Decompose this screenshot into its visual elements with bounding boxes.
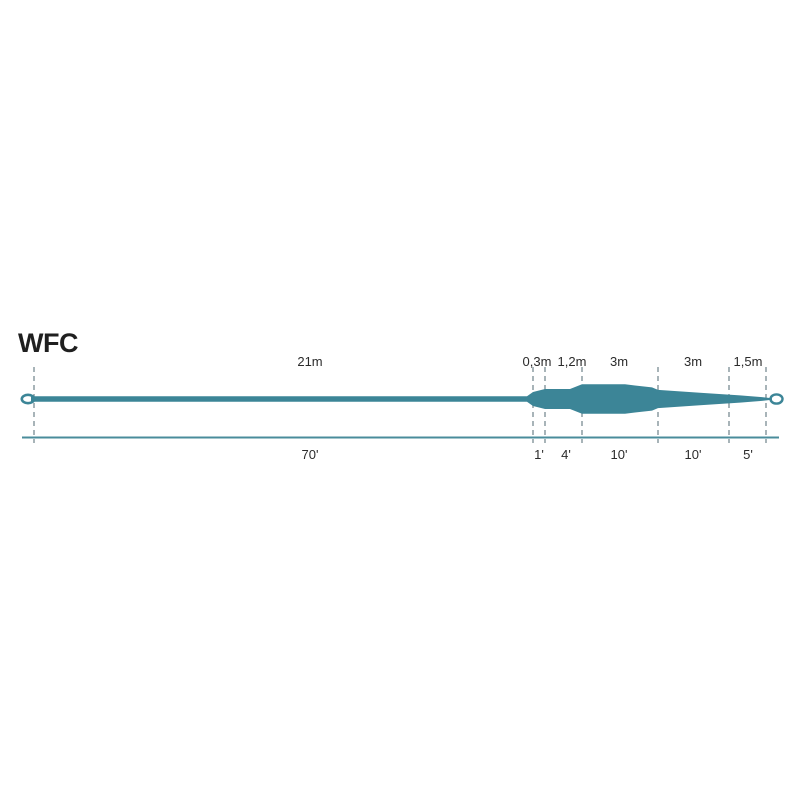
imperial-label-running-line: 70': [301, 447, 319, 462]
imperial-label-front-taper: 10': [684, 447, 702, 462]
imperial-label-rear-taper: 4': [561, 447, 571, 462]
imperial-label-rear-taper-short: 1': [534, 447, 544, 462]
metric-label-front-taper: 3m: [683, 354, 703, 369]
metric-label-rear-taper: 1,2m: [557, 354, 587, 369]
right-loop-icon: [769, 393, 784, 405]
imperial-label-belly: 10': [610, 447, 628, 462]
metric-label-running-line: 21m: [297, 354, 323, 369]
metric-label-tip: 1,5m: [733, 354, 763, 369]
fly-line-profile: [31, 384, 772, 414]
metric-label-belly: 3m: [609, 354, 629, 369]
metric-label-rear-taper-short: 0,3m: [522, 354, 552, 369]
page-title: WFC: [18, 328, 78, 358]
left-loop-icon: [20, 393, 36, 405]
imperial-label-tip: 5': [743, 447, 753, 462]
